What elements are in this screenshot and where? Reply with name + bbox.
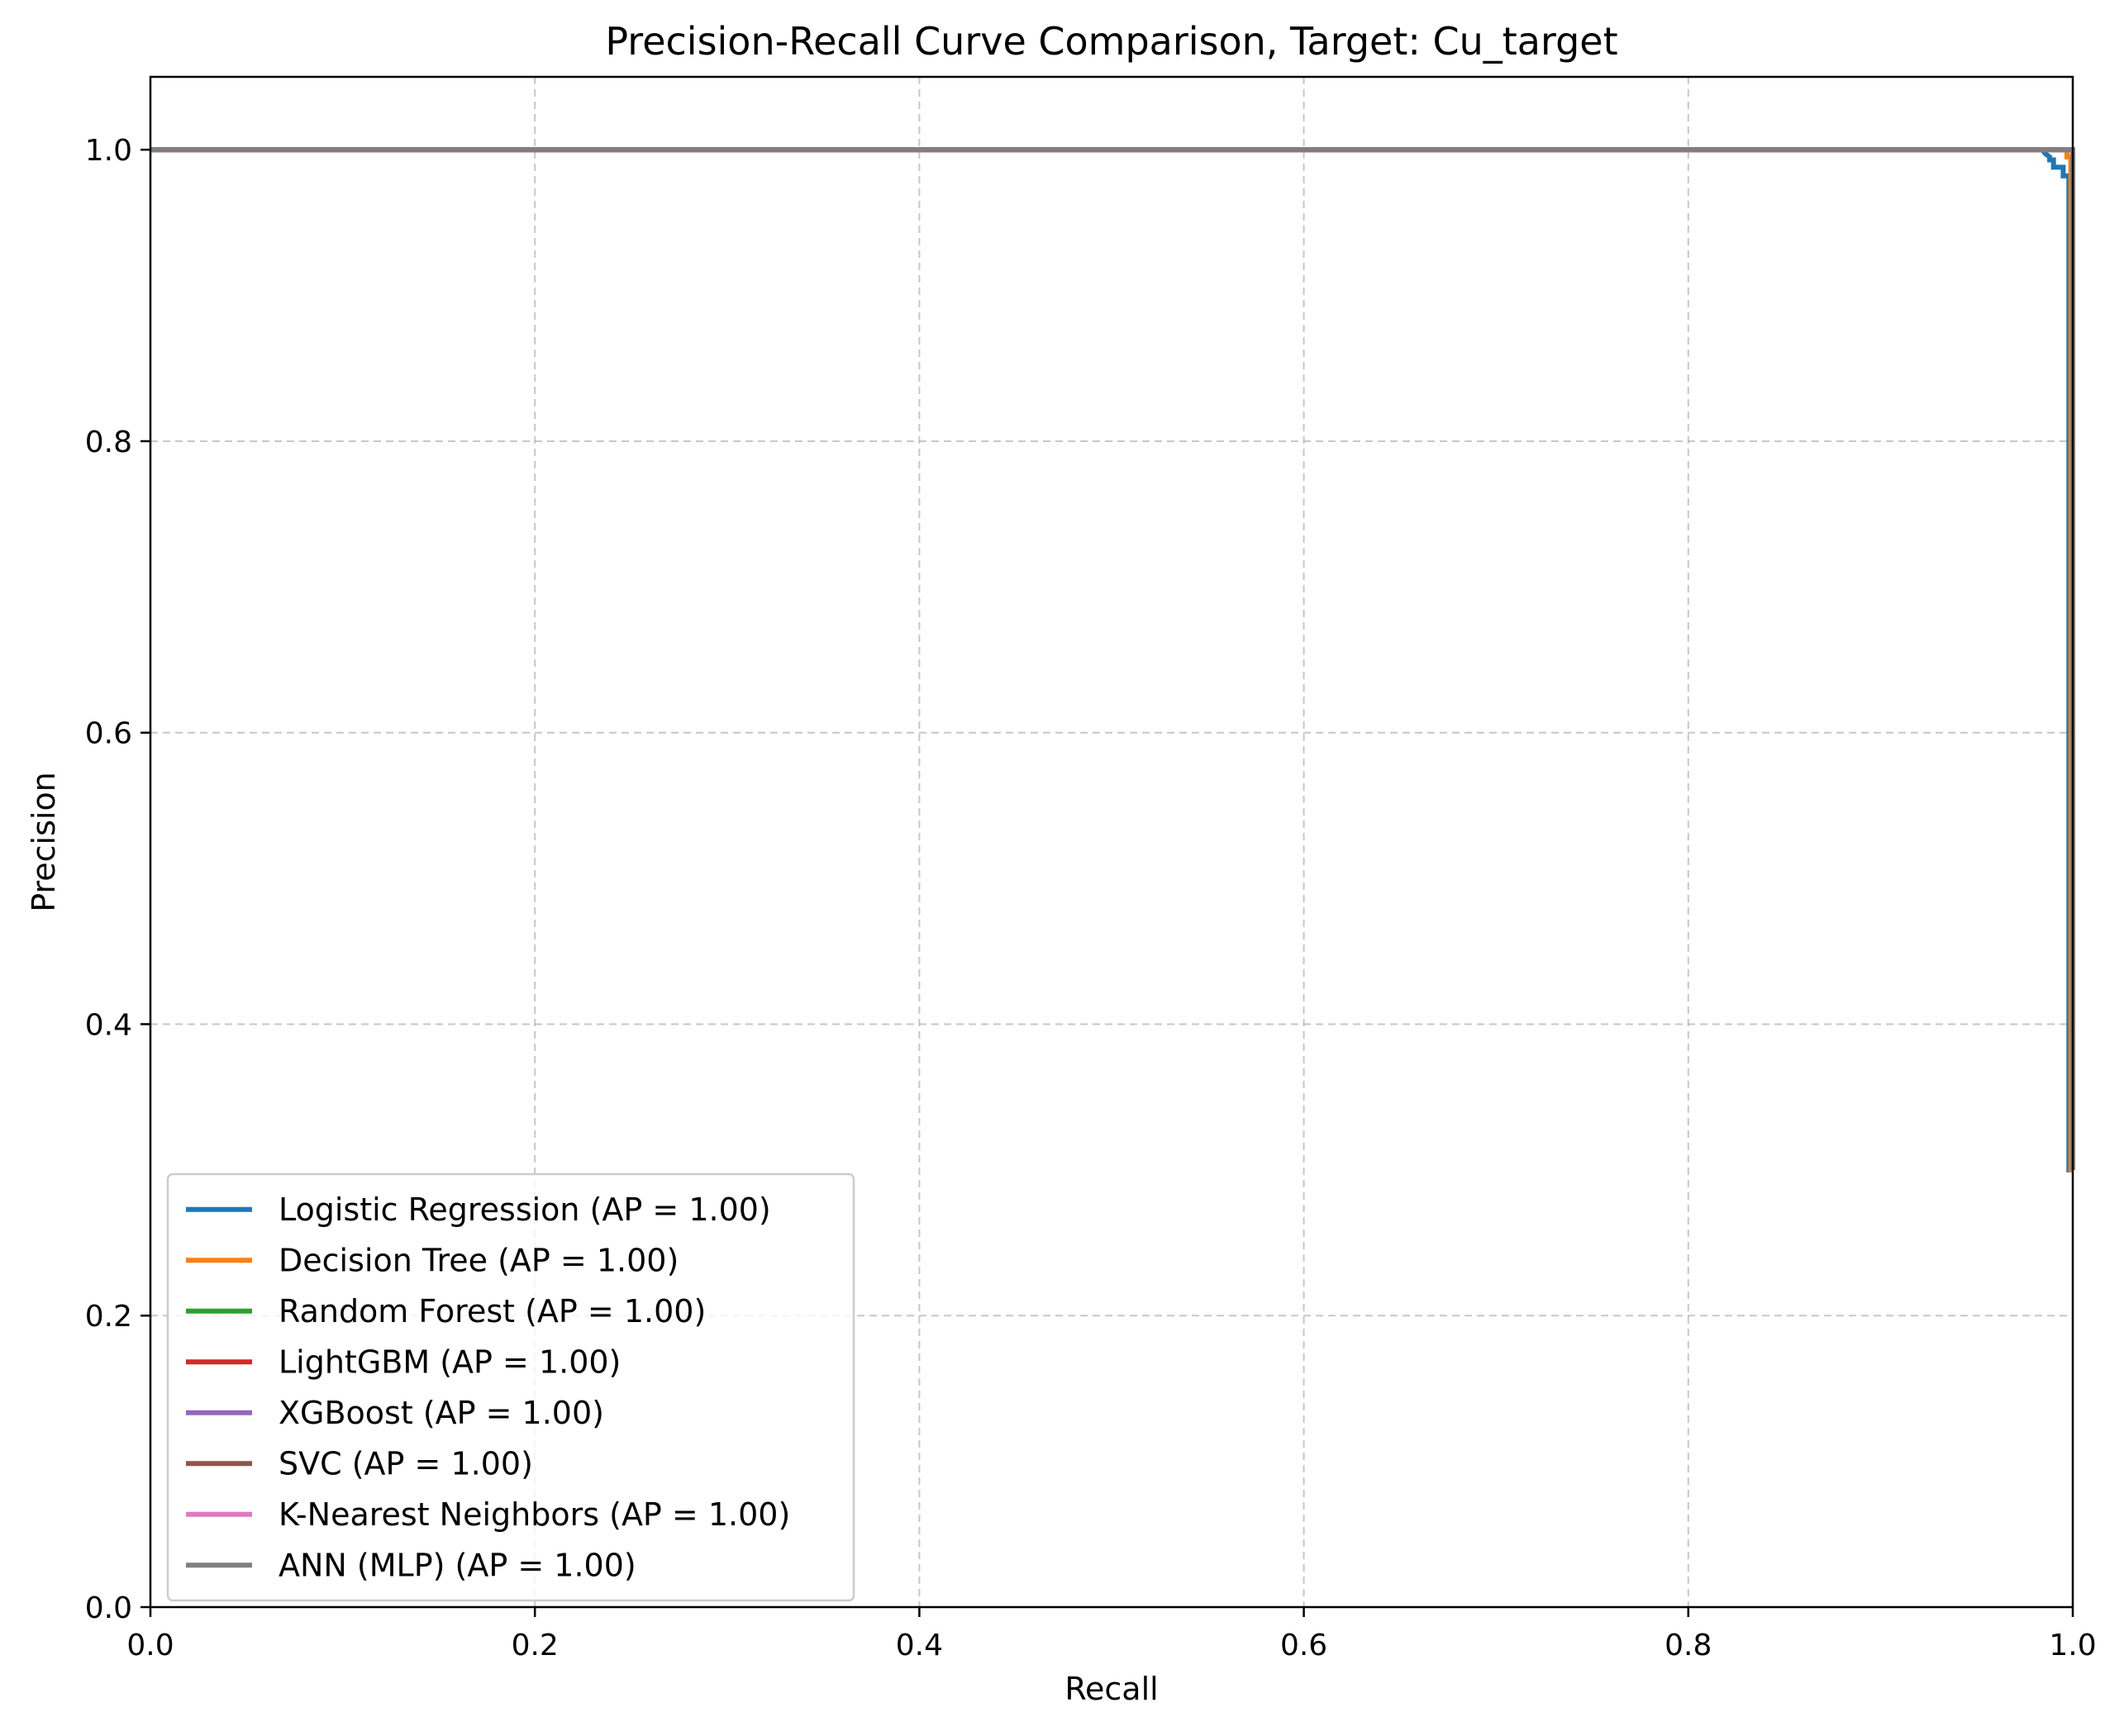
series-line-4 bbox=[150, 147, 2075, 1170]
y-tick-label: 0.6 bbox=[85, 717, 132, 751]
x-tick-label: 0.4 bbox=[896, 1629, 943, 1662]
legend-label: Random Forest (AP = 1.00) bbox=[279, 1293, 706, 1329]
y-tick-label: 0.2 bbox=[85, 1300, 132, 1334]
series-line-3 bbox=[150, 147, 2075, 1170]
axes-frame bbox=[149, 75, 2074, 1609]
y-axis-label: Precision bbox=[26, 772, 62, 912]
chart-title: Precision-Recall Curve Comparison, Targe… bbox=[605, 19, 1617, 64]
legend-label: K-Nearest Neighbors (AP = 1.00) bbox=[279, 1496, 790, 1533]
x-tick-label: 1.0 bbox=[2049, 1629, 2096, 1662]
y-tick-label: 1.0 bbox=[85, 134, 132, 168]
y-tick-label: 0.8 bbox=[85, 426, 132, 459]
x-tick-label: 0.2 bbox=[512, 1629, 559, 1662]
legend-label: SVC (AP = 1.00) bbox=[279, 1445, 533, 1482]
series-line-2 bbox=[150, 147, 2074, 1172]
series-layer bbox=[150, 147, 2075, 1172]
legend-label: LightGBM (AP = 1.00) bbox=[279, 1344, 621, 1380]
legend-label: ANN (MLP) (AP = 1.00) bbox=[279, 1547, 636, 1583]
x-tick-label: 0.6 bbox=[1280, 1629, 1327, 1662]
x-tick-label: 0.8 bbox=[1664, 1629, 1712, 1662]
series-line-6 bbox=[150, 147, 2075, 1170]
series-line-5 bbox=[150, 147, 2075, 1170]
x-axis-label: Recall bbox=[1064, 1671, 1158, 1707]
y-tick-label: 0.4 bbox=[85, 1008, 132, 1042]
legend: Logistic Regression (AP = 1.00) Decision … bbox=[166, 1172, 855, 1602]
legend-label: XGBoost (AP = 1.00) bbox=[279, 1395, 604, 1431]
legend-label: Decision Tree (AP = 1.00) bbox=[279, 1242, 679, 1278]
series-line-7 bbox=[150, 147, 2075, 1170]
y-tick-label: 0.0 bbox=[85, 1591, 132, 1625]
x-tick-label: 0.0 bbox=[126, 1629, 174, 1662]
ticks-layer: 0.0 0.2 0.4 0.6 0.8 1.0 0.0 0.2 0.4 0.6 0.8 1.0 bbox=[85, 134, 2097, 1662]
series-line-1 bbox=[150, 147, 2073, 1172]
legend-box bbox=[166, 1172, 855, 1602]
series-line-8 bbox=[150, 147, 2075, 1170]
legend-label: Logistic Regression (AP = 1.00) bbox=[279, 1191, 771, 1228]
